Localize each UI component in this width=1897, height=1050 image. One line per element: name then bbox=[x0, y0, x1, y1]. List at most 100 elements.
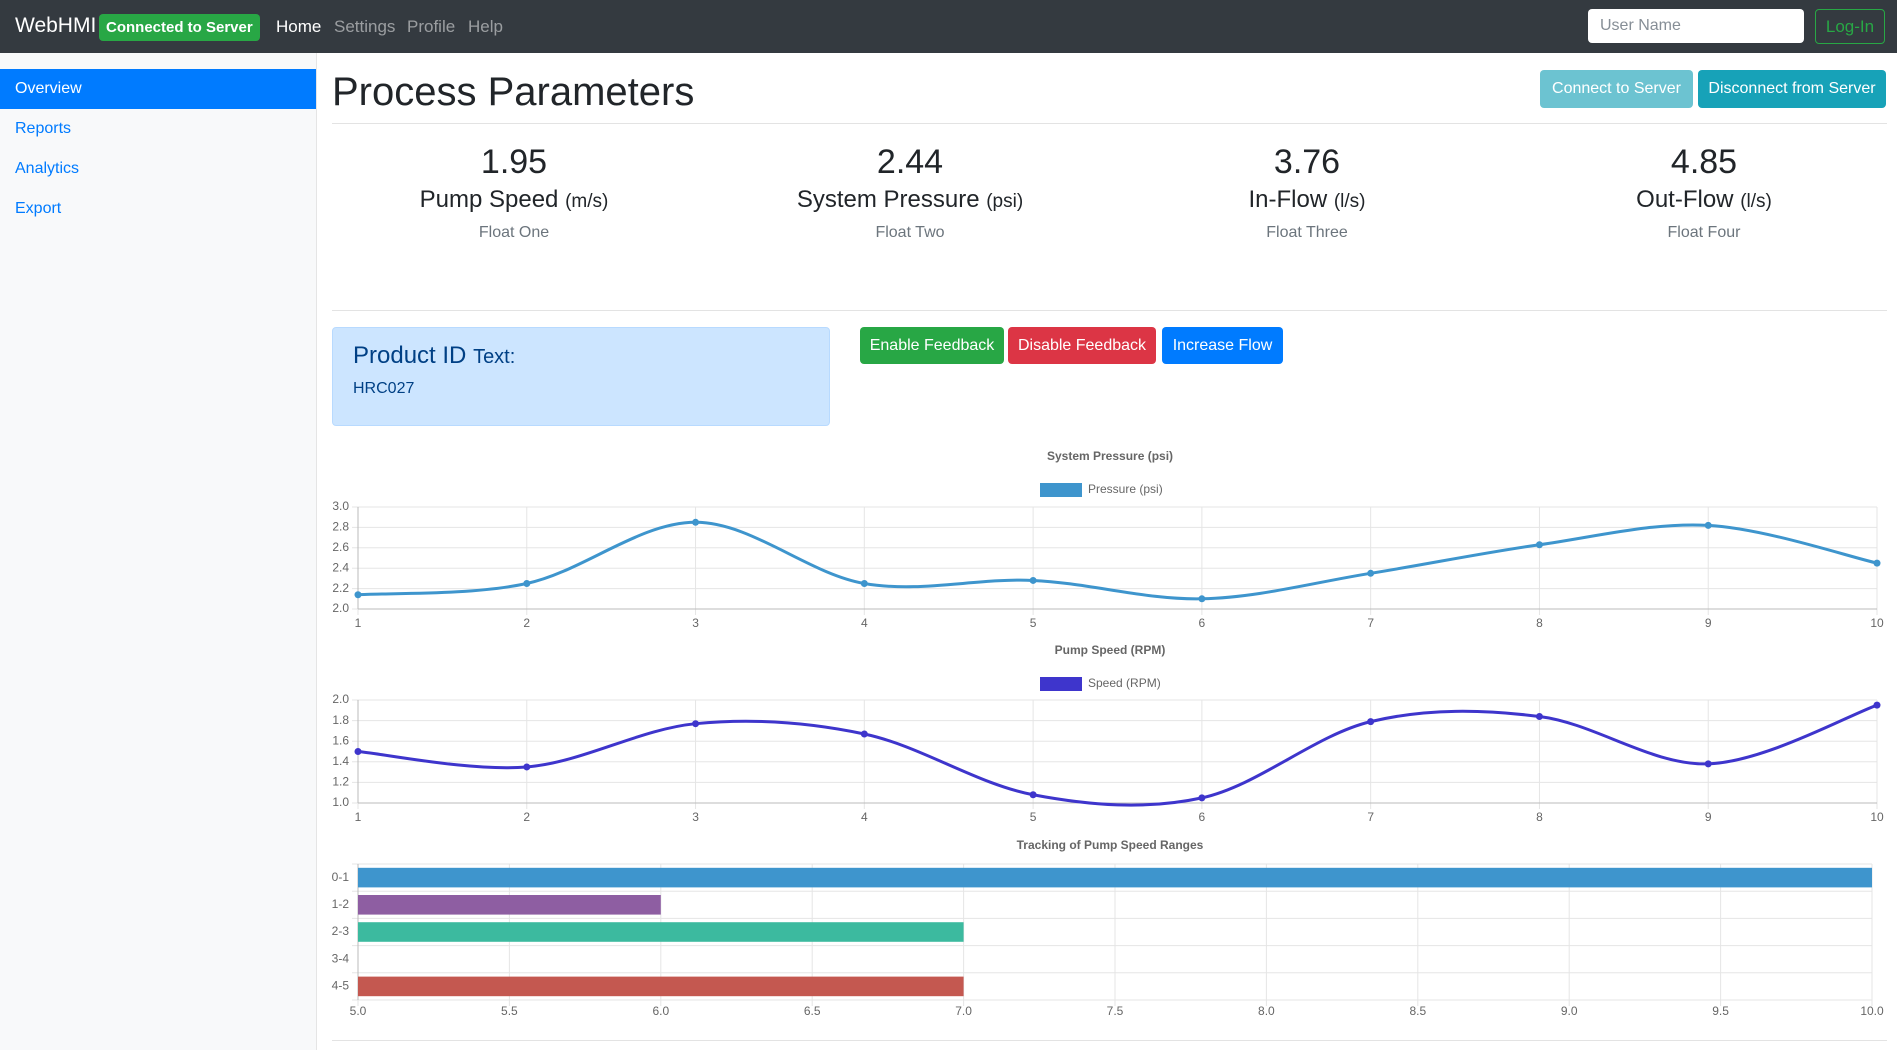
nav-link[interactable]: Settings bbox=[334, 17, 396, 36]
login-button[interactable]: Log-In bbox=[1815, 9, 1885, 44]
y-tick-label: 2.2 bbox=[332, 581, 349, 595]
x-tick-label: 9.0 bbox=[1561, 1004, 1578, 1018]
line bbox=[357, 520, 1878, 601]
y-tick-label: 1.4 bbox=[332, 754, 349, 768]
x-tick-label: 7.0 bbox=[955, 1004, 972, 1018]
metric-unit: (l/s) bbox=[1740, 191, 1772, 212]
point bbox=[1367, 718, 1375, 726]
metric-caption: Float Four bbox=[1667, 224, 1741, 241]
x-tick-label: 8 bbox=[1536, 616, 1543, 630]
x-tick-label: 3 bbox=[692, 810, 699, 824]
y-tick-label: 2.4 bbox=[332, 560, 349, 574]
point bbox=[1029, 791, 1037, 799]
legend-label: Speed (RPM) bbox=[1088, 676, 1161, 690]
point bbox=[1873, 701, 1881, 709]
x-tick-label: 5.0 bbox=[350, 1004, 367, 1018]
x-tick-label: 5 bbox=[1030, 810, 1037, 824]
x-tick-label: 10 bbox=[1870, 810, 1884, 824]
metric-unit: (psi) bbox=[986, 191, 1024, 212]
x-tick-label: 4 bbox=[861, 810, 868, 824]
point bbox=[1367, 569, 1375, 577]
x-tick-label: 1 bbox=[355, 810, 362, 824]
line bbox=[357, 703, 1878, 807]
x-tick-label: 4 bbox=[861, 616, 868, 630]
metric-label: Out-Flow bbox=[1636, 186, 1734, 213]
x-tick-label: 6.5 bbox=[804, 1004, 821, 1018]
brand[interactable]: WebHMI bbox=[15, 14, 97, 37]
x-tick-label: 7 bbox=[1367, 616, 1374, 630]
x-tick-label: 10.0 bbox=[1860, 1004, 1884, 1018]
metric: 3.76 In-Flow (l/s) Float Three bbox=[1107, 143, 1507, 242]
y-tick-label: 3.0 bbox=[332, 499, 349, 513]
x-tick-label: 10 bbox=[1870, 616, 1884, 630]
x-tick-label: 6 bbox=[1199, 810, 1206, 824]
sidebar-item[interactable]: Overview bbox=[0, 69, 316, 109]
metric: 2.44 System Pressure (psi) Float Two bbox=[710, 143, 1110, 242]
bar bbox=[358, 922, 964, 942]
sidebar-item[interactable]: Reports bbox=[15, 120, 72, 137]
product-title: Product ID bbox=[353, 342, 467, 369]
product-value: HRC027 bbox=[353, 380, 415, 397]
chart-title: System Pressure (psi) bbox=[1047, 449, 1173, 463]
point bbox=[1029, 576, 1037, 584]
point bbox=[1535, 712, 1543, 720]
x-tick-label: 8 bbox=[1536, 810, 1543, 824]
metric-unit: (l/s) bbox=[1333, 191, 1366, 212]
point bbox=[860, 580, 868, 587]
point bbox=[692, 518, 700, 526]
x-tick-label: 9.5 bbox=[1712, 1004, 1729, 1018]
sidebar-item[interactable]: Analytics bbox=[15, 160, 80, 177]
y-tick-label: 3-4 bbox=[332, 951, 350, 965]
nav-link[interactable]: Help bbox=[468, 17, 503, 36]
x-tick-label: 7 bbox=[1367, 810, 1374, 824]
y-tick-label: 2.6 bbox=[332, 540, 349, 554]
flow-button[interactable]: Increase Flow bbox=[1162, 327, 1283, 364]
chart-title: Pump Speed (RPM) bbox=[1055, 643, 1166, 657]
x-tick-label: 1 bbox=[355, 616, 362, 630]
legend-swatch bbox=[1040, 677, 1082, 691]
metric-value: 2.44 bbox=[876, 143, 944, 181]
product-box: Product ID Text: HRC027 bbox=[332, 327, 830, 426]
point bbox=[354, 748, 362, 755]
legend-swatch bbox=[1040, 483, 1082, 497]
sidebar: Overview Reports Analytics Export bbox=[0, 53, 317, 1050]
bar bbox=[358, 976, 964, 997]
y-tick-label: 1-2 bbox=[332, 897, 350, 911]
sidebar-item[interactable]: Export bbox=[15, 200, 62, 217]
enable-button[interactable]: Enable Feedback bbox=[860, 327, 1004, 364]
chart-title: Tracking of Pump Speed Ranges bbox=[1017, 838, 1204, 852]
metric-label: Pump Speed bbox=[419, 186, 559, 213]
x-tick-label: 7.5 bbox=[1107, 1004, 1124, 1018]
metric-value: 3.76 bbox=[1273, 143, 1341, 181]
disable-button[interactable]: Disable Feedback bbox=[1008, 327, 1156, 364]
page-title: Process Parameters bbox=[332, 70, 695, 114]
metric-caption: Float Three bbox=[1266, 224, 1348, 241]
navbar: WebHMI Connected to Server Home Settings… bbox=[0, 0, 1897, 53]
nav-link[interactable]: Profile bbox=[407, 17, 456, 36]
connect-button[interactable]: Connect to Server bbox=[1540, 70, 1693, 108]
bar bbox=[358, 895, 661, 915]
divider bbox=[332, 123, 1887, 124]
point bbox=[523, 580, 531, 587]
x-tick-label: 5 bbox=[1030, 616, 1037, 630]
metric-caption: Float One bbox=[478, 224, 550, 241]
x-tick-label: 2 bbox=[523, 810, 530, 824]
divider bbox=[332, 310, 1887, 311]
y-tick-label: 2-3 bbox=[332, 924, 350, 938]
nav-link[interactable]: Home bbox=[276, 17, 322, 36]
disconnect-button[interactable]: Disconnect from Server bbox=[1698, 70, 1886, 108]
point bbox=[1198, 794, 1206, 802]
metric-caption: Float Two bbox=[875, 224, 945, 241]
username-input[interactable]: User Name bbox=[1588, 9, 1804, 43]
x-tick-label: 8.0 bbox=[1258, 1004, 1275, 1018]
point bbox=[523, 763, 531, 771]
y-tick-label: 2.8 bbox=[332, 520, 349, 534]
metric-label: In-Flow bbox=[1248, 186, 1328, 213]
x-tick-label: 9 bbox=[1705, 616, 1712, 630]
legend-label: Pressure (psi) bbox=[1088, 482, 1163, 496]
metric-label: System Pressure bbox=[796, 186, 980, 213]
status-badge: Connected to Server bbox=[99, 14, 260, 41]
point bbox=[1535, 541, 1543, 549]
y-tick-label: 2.0 bbox=[332, 692, 349, 706]
